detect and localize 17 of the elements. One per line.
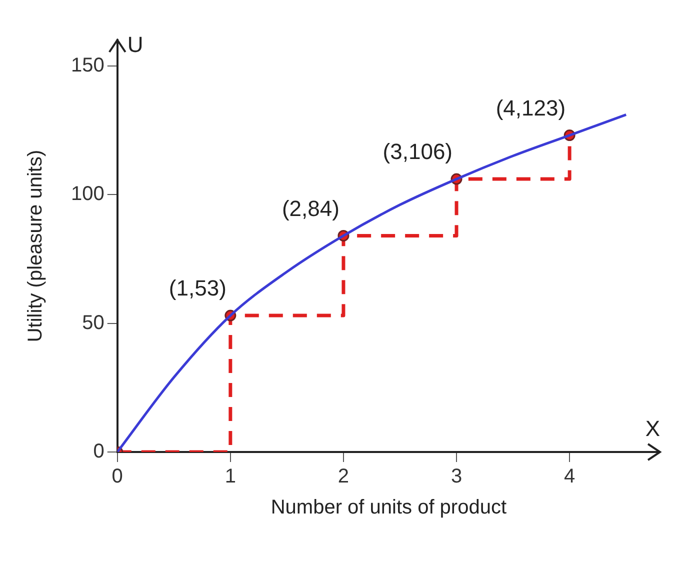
annotation: (2,84)	[282, 196, 340, 221]
x-axis-title: Number of units of product	[270, 496, 507, 519]
y-tick-label: 150	[70, 54, 104, 76]
y-tick-label: 0	[93, 440, 104, 463]
x-tick-label: 4	[564, 466, 576, 488]
annotation: X	[645, 416, 660, 442]
x-tick-label: 3	[450, 466, 462, 488]
annotation: (1,53)	[168, 276, 226, 301]
x-tick-label: 0	[112, 466, 123, 488]
y-tick-label: 50	[82, 312, 104, 334]
annotation: U	[127, 32, 144, 58]
x-tick-label: 1	[224, 466, 236, 488]
annotation: (4,123)	[496, 95, 566, 120]
x-tick-label: 2	[338, 466, 350, 488]
y-axis-title: Utility (pleasure units)	[24, 150, 47, 342]
y-tick-label: 100	[70, 183, 104, 206]
annotation: (3,106)	[382, 139, 453, 164]
